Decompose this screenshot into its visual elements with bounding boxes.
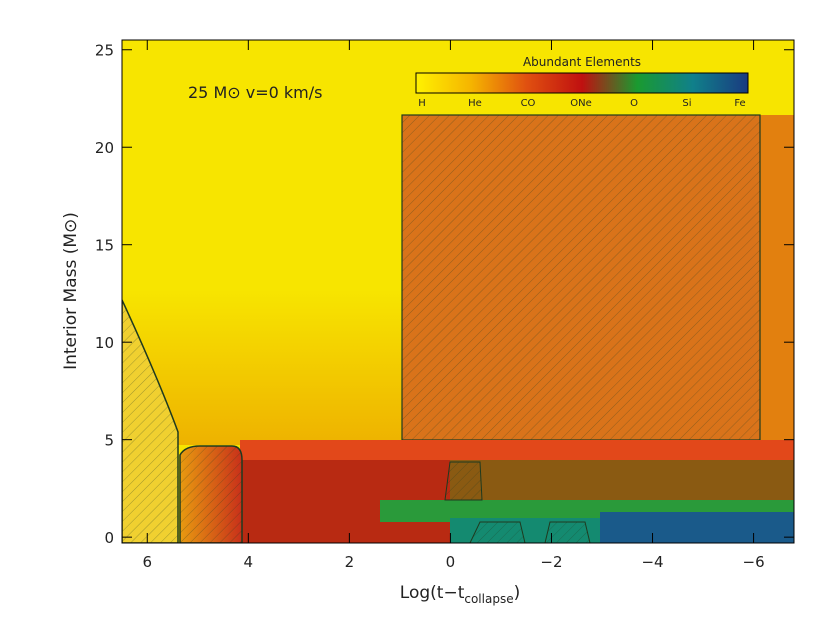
y-tick-label: 20: [95, 139, 114, 157]
y-tick-label: 25: [95, 42, 114, 60]
x-tick-label: 0: [446, 553, 456, 571]
colorbar-label: ONe: [570, 98, 592, 109]
x-tick-label: −4: [641, 553, 663, 571]
colorbar-label: H: [418, 98, 426, 109]
abundance-map: [122, 40, 794, 543]
y-tick-label: 5: [104, 432, 114, 450]
colorbar-label: Fe: [734, 98, 745, 109]
x-tick-label: −2: [540, 553, 562, 571]
colorbar: Abundant Elements H He CO ONe O Si Fe: [415, 55, 749, 109]
y-tick-label: 15: [95, 237, 114, 255]
y-axis-label: Interior Mass (M⊙): [61, 212, 81, 370]
colorbar-label: CO: [521, 98, 536, 109]
plot-frame: [121, 39, 795, 544]
colorbar-label: He: [468, 98, 482, 109]
colorbar-title: Abundant Elements: [523, 55, 641, 69]
colorbar-bar: [415, 72, 749, 94]
x-tick-label: −6: [743, 553, 765, 571]
x-tick-label: 2: [345, 553, 355, 571]
colorbar-label: Si: [682, 98, 691, 109]
x-tick-label: 4: [244, 553, 254, 571]
y-tick-label: 0: [104, 529, 114, 547]
annotation: 25 M⊙ v=0 km/s: [188, 83, 322, 102]
y-tick-label: 10: [95, 334, 114, 352]
x-tick-label: 6: [142, 553, 152, 571]
colorbar-label: O: [630, 98, 638, 109]
x-axis-label: Log(t−tcollapse): [400, 583, 520, 606]
